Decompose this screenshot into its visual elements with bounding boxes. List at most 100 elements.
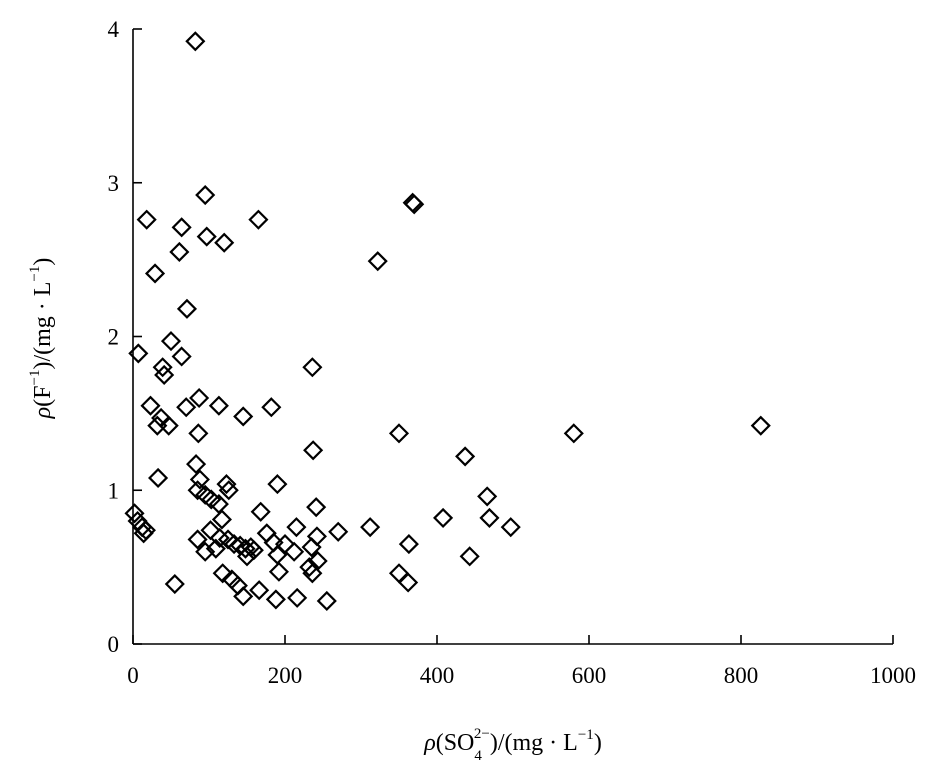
y-tick-label: 4 bbox=[108, 17, 120, 42]
data-point bbox=[188, 423, 209, 444]
data-point bbox=[200, 520, 221, 541]
data-point bbox=[316, 590, 337, 612]
x-axis-superscript: 2− bbox=[474, 726, 490, 742]
data-point bbox=[189, 469, 210, 490]
data-point bbox=[302, 563, 323, 584]
data-point bbox=[360, 517, 381, 538]
data-point bbox=[233, 586, 254, 607]
y-axis-title-close: ) bbox=[30, 258, 56, 266]
data-point bbox=[302, 357, 323, 378]
data-point bbox=[268, 561, 289, 582]
data-point bbox=[128, 343, 149, 364]
x-tick-label: 800 bbox=[724, 663, 759, 688]
data-point bbox=[135, 520, 156, 541]
y-tick-label: 3 bbox=[108, 171, 120, 196]
data-point bbox=[164, 573, 185, 595]
x-ticks: 0 200 400 600 800 1000 bbox=[127, 635, 916, 688]
data-point bbox=[152, 357, 173, 378]
data-point bbox=[459, 546, 480, 567]
data-point bbox=[248, 209, 269, 230]
data-point bbox=[500, 517, 521, 538]
data-point bbox=[160, 331, 182, 352]
data-point bbox=[563, 423, 584, 444]
data-point bbox=[433, 507, 454, 528]
data-point bbox=[185, 31, 206, 52]
data-point bbox=[208, 395, 229, 416]
data-point bbox=[218, 480, 239, 501]
data-point bbox=[388, 423, 410, 444]
data-point bbox=[211, 509, 232, 530]
data-point bbox=[205, 538, 226, 559]
x-axis-title-close: ) bbox=[594, 730, 602, 756]
data-point bbox=[249, 580, 270, 601]
x-axis-rho: ρ bbox=[423, 730, 436, 756]
data-point bbox=[284, 541, 305, 562]
x-axis-unit-superscript: −1 bbox=[578, 727, 594, 743]
y-axis-title-prefix: (F bbox=[30, 386, 56, 407]
y-axis-superscript: −1 bbox=[27, 370, 43, 386]
data-point bbox=[187, 529, 208, 550]
data-point bbox=[171, 217, 192, 238]
data-point bbox=[171, 346, 192, 367]
data-point bbox=[169, 241, 190, 262]
data-point bbox=[750, 415, 771, 436]
y-tick-label: 2 bbox=[108, 325, 120, 350]
x-tick-label: 600 bbox=[572, 663, 607, 688]
data-point bbox=[398, 534, 419, 555]
data-point bbox=[367, 251, 388, 272]
data-point bbox=[124, 503, 145, 524]
data-point bbox=[189, 387, 210, 409]
data-point bbox=[479, 507, 500, 528]
data-point bbox=[224, 534, 245, 555]
y-axis-unit-superscript: −1 bbox=[27, 266, 43, 282]
data-point bbox=[398, 572, 419, 593]
data-point bbox=[236, 546, 258, 567]
data-point bbox=[301, 537, 322, 558]
data-point bbox=[287, 587, 308, 608]
data-point bbox=[216, 474, 237, 495]
x-tick-label: 400 bbox=[420, 663, 455, 688]
data-point bbox=[265, 589, 286, 610]
data-point bbox=[299, 557, 320, 578]
x-tick-label: 0 bbox=[127, 663, 139, 688]
data-point bbox=[303, 440, 324, 461]
data-point bbox=[186, 454, 207, 475]
y-axis-title: ρ(F−1)/(mg · L−1) bbox=[27, 258, 56, 420]
y-tick-label: 1 bbox=[108, 478, 120, 503]
data-point bbox=[404, 194, 425, 215]
data-points bbox=[124, 31, 771, 612]
x-tick-label: 1000 bbox=[870, 663, 916, 688]
data-point bbox=[176, 298, 198, 319]
data-point bbox=[133, 523, 154, 544]
x-axis-title-suffix: )/(mg · L bbox=[490, 730, 578, 756]
x-axis-title-prefix: (SO bbox=[436, 730, 475, 756]
data-point bbox=[148, 467, 169, 489]
data-point bbox=[212, 563, 233, 584]
data-point bbox=[227, 575, 248, 596]
y-tick-label: 0 bbox=[108, 632, 120, 657]
data-point bbox=[328, 521, 349, 542]
x-tick-label: 200 bbox=[268, 663, 303, 688]
x-axis-title: ρ(SO4 2−)/(mg · L−1) bbox=[423, 726, 602, 764]
data-point bbox=[388, 563, 410, 584]
data-point bbox=[176, 397, 197, 418]
data-point bbox=[195, 184, 216, 206]
data-point bbox=[154, 364, 175, 385]
data-point bbox=[261, 397, 282, 418]
data-point bbox=[233, 406, 254, 427]
y-ticks: 0 1 2 3 4 bbox=[108, 17, 142, 657]
data-point bbox=[144, 263, 166, 284]
data-point bbox=[214, 232, 235, 253]
x-axis-subscript: 4 bbox=[474, 748, 482, 764]
data-point bbox=[306, 497, 327, 518]
data-point bbox=[140, 395, 161, 416]
y-axis-title-middle: )/(mg · L bbox=[30, 282, 56, 370]
data-point bbox=[477, 486, 498, 507]
data-point bbox=[256, 523, 277, 544]
data-point bbox=[250, 501, 271, 522]
data-point bbox=[286, 517, 307, 538]
data-point bbox=[306, 526, 327, 547]
y-axis-rho: ρ bbox=[30, 407, 56, 420]
data-point bbox=[196, 226, 217, 247]
